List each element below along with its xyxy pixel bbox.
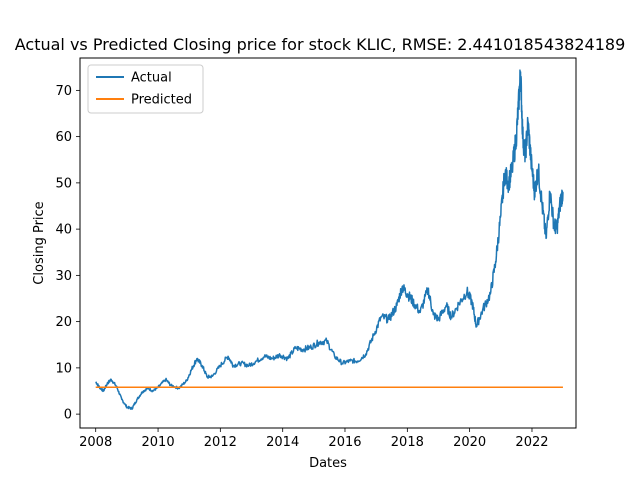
- x-tick-label: 2008: [79, 435, 112, 450]
- x-tick-label: 2010: [142, 435, 175, 450]
- y-tick-label: 30: [55, 269, 72, 284]
- y-tick-label: 40: [55, 223, 72, 238]
- x-tick-label: 2016: [328, 435, 361, 450]
- y-tick-label: 0: [64, 408, 72, 423]
- x-axis: 2008 2010 2012 2014 2016 2018 2020 2022: [79, 428, 549, 450]
- y-tick-label: 50: [55, 176, 72, 191]
- y-tick-label: 20: [55, 315, 72, 330]
- x-tick-label: 2022: [515, 435, 548, 450]
- y-tick-label: 70: [55, 84, 72, 99]
- legend: Actual Predicted: [87, 64, 204, 114]
- chart-title: Actual vs Predicted Closing price for st…: [15, 35, 626, 54]
- series-layer: [95, 69, 564, 410]
- x-tick-label: 2020: [453, 435, 486, 450]
- y-axis: 0 10 20 30 40 50 60 70: [55, 84, 80, 423]
- y-tick-label: 10: [55, 361, 72, 376]
- x-axis-label: Dates: [309, 456, 347, 471]
- plot-frame: [79, 57, 577, 429]
- x-tick-label: 2018: [391, 435, 424, 450]
- y-tick-label: 60: [55, 130, 72, 145]
- legend-label-predicted: Predicted: [131, 93, 192, 108]
- plot-area: [79, 57, 577, 429]
- legend-label-actual: Actual: [131, 71, 172, 86]
- x-tick-label: 2012: [204, 435, 237, 450]
- series-line-actual: [95, 69, 564, 410]
- y-axis-label: Closing Price: [32, 201, 47, 284]
- x-tick-label: 2014: [266, 435, 299, 450]
